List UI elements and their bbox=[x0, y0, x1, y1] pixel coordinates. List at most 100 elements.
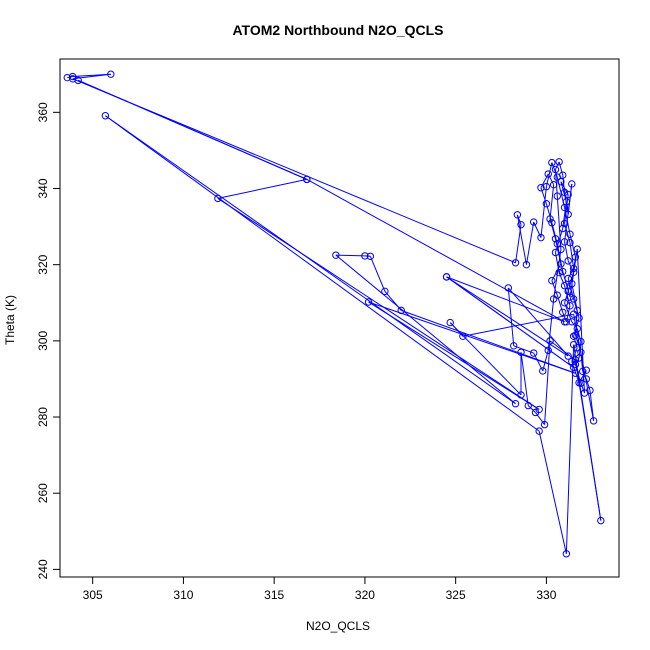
data-point bbox=[548, 276, 556, 285]
data-point bbox=[564, 257, 572, 265]
series-segment bbox=[77, 79, 308, 180]
data-point bbox=[560, 219, 569, 228]
data-point bbox=[597, 516, 605, 525]
x-tick-label: 325 bbox=[446, 588, 466, 602]
data-point bbox=[573, 324, 581, 333]
data-point bbox=[566, 238, 574, 247]
data-point bbox=[69, 72, 77, 81]
data-point bbox=[542, 200, 551, 208]
data-point bbox=[529, 349, 538, 357]
data-point bbox=[332, 251, 340, 259]
data-point bbox=[562, 550, 571, 558]
series-segment bbox=[551, 162, 558, 178]
data-point bbox=[573, 245, 581, 253]
y-axis-label: Theta (K) bbox=[3, 295, 17, 345]
series-segment bbox=[562, 312, 567, 322]
series-segment bbox=[335, 254, 365, 257]
data-point bbox=[366, 252, 375, 260]
data-point bbox=[557, 260, 565, 268]
data-point bbox=[571, 331, 580, 339]
series-segment bbox=[105, 115, 540, 432]
x-tick-label: 310 bbox=[173, 588, 193, 602]
x-tick-label: 330 bbox=[536, 588, 556, 602]
data-point bbox=[566, 302, 574, 310]
data-point bbox=[397, 306, 405, 315]
data-point bbox=[361, 252, 369, 260]
series-layer bbox=[63, 70, 605, 558]
series-segment bbox=[369, 256, 386, 292]
series-segment bbox=[562, 201, 567, 229]
data-point bbox=[569, 310, 578, 318]
data-point bbox=[562, 198, 571, 206]
data-point bbox=[69, 75, 77, 83]
y-tick-label: 240 bbox=[36, 559, 50, 579]
data-point bbox=[511, 259, 520, 267]
series-segment bbox=[535, 412, 545, 425]
data-point bbox=[522, 260, 531, 269]
series-segment bbox=[533, 221, 542, 238]
data-point bbox=[568, 357, 576, 366]
series-segment bbox=[540, 173, 549, 188]
data-point bbox=[560, 281, 569, 290]
data-point bbox=[559, 308, 567, 316]
series-segment bbox=[538, 431, 567, 554]
data-point bbox=[511, 399, 520, 408]
series-segment bbox=[560, 181, 569, 195]
data-point bbox=[539, 367, 547, 375]
data-point bbox=[566, 293, 574, 301]
data-point bbox=[560, 188, 569, 197]
series-segment bbox=[446, 276, 574, 368]
data-point bbox=[517, 348, 525, 356]
series-segment bbox=[549, 184, 555, 220]
data-point bbox=[582, 375, 591, 383]
series-segment bbox=[217, 197, 540, 410]
data-point bbox=[566, 230, 574, 238]
data-point bbox=[562, 318, 571, 326]
data-point bbox=[557, 177, 565, 186]
x-tick-label: 320 bbox=[355, 588, 375, 602]
y-tick-label: 360 bbox=[36, 102, 50, 122]
y-tick-label: 300 bbox=[36, 331, 50, 351]
data-point bbox=[535, 405, 543, 414]
series-segment bbox=[558, 161, 564, 176]
data-point bbox=[571, 356, 580, 364]
series-segment bbox=[551, 280, 558, 296]
series-segment bbox=[335, 254, 516, 405]
data-point bbox=[513, 211, 522, 219]
data-point bbox=[548, 158, 556, 167]
series-segment bbox=[527, 405, 536, 413]
data-point bbox=[569, 268, 578, 276]
data-point bbox=[579, 367, 587, 376]
x-tick-label: 305 bbox=[83, 588, 103, 602]
data-point bbox=[540, 420, 549, 429]
x-axis: 305 310 315 320 325 330 bbox=[83, 576, 557, 602]
chart-title: ATOM2 Northbound N2O_QCLS bbox=[232, 22, 443, 38]
y-tick-label: 260 bbox=[36, 483, 50, 503]
data-point bbox=[553, 192, 561, 200]
data-point bbox=[564, 352, 572, 360]
data-point bbox=[446, 318, 454, 327]
series-segment bbox=[507, 287, 515, 346]
data-point bbox=[564, 210, 572, 219]
data-point bbox=[517, 391, 525, 399]
series-segment bbox=[446, 276, 565, 323]
data-point bbox=[535, 427, 543, 435]
data-point bbox=[568, 318, 576, 326]
data-point bbox=[548, 219, 556, 227]
x-axis-label: N2O_QCLS bbox=[306, 619, 370, 633]
data-point bbox=[546, 337, 554, 345]
series-segment bbox=[525, 221, 535, 265]
data-point bbox=[524, 401, 532, 410]
data-point bbox=[559, 171, 567, 179]
data-point bbox=[575, 379, 583, 387]
data-point bbox=[364, 298, 373, 306]
series-segment bbox=[516, 214, 527, 265]
data-point bbox=[573, 344, 581, 352]
data-point bbox=[589, 417, 598, 425]
data-point bbox=[569, 264, 578, 273]
data-point bbox=[459, 332, 467, 340]
data-point bbox=[560, 299, 569, 307]
series-segment bbox=[556, 196, 562, 250]
data-point bbox=[568, 180, 576, 188]
